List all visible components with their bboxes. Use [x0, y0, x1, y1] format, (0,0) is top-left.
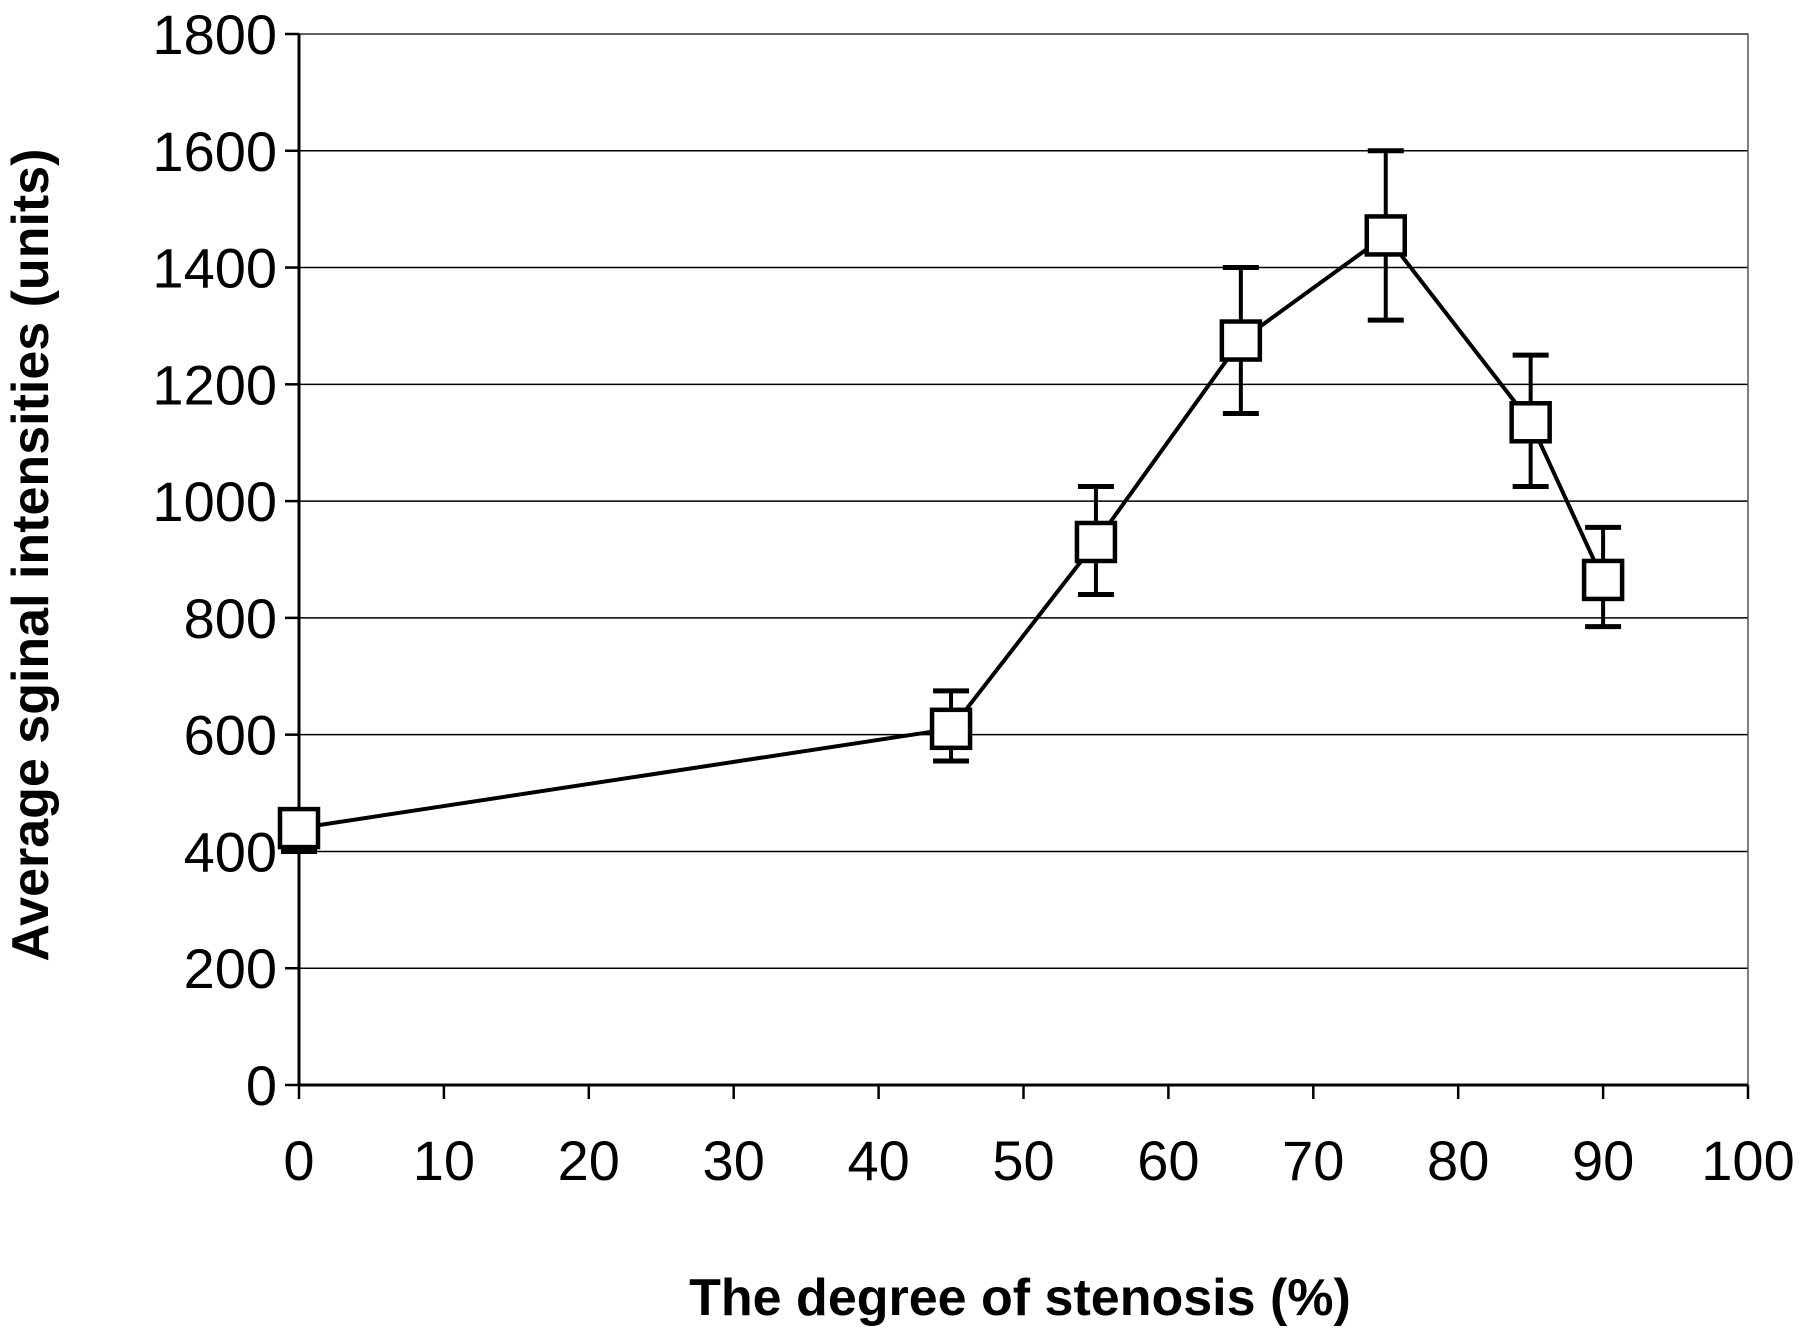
data-point-65: [1219, 319, 1263, 362]
y-tick-label-600: 600: [184, 704, 277, 767]
x-tick-label-10: 10: [413, 1129, 475, 1192]
tick-labels: 0 200 400 600 800 1000 1200 1400 1600 1800 0 10 20 30…: [152, 3, 1794, 1192]
data-point-55: [1074, 520, 1118, 564]
x-tick-label-70: 70: [1282, 1129, 1344, 1192]
data-series: [277, 148, 1625, 854]
y-tick-label-1600: 1600: [152, 120, 277, 183]
y-tick-label-800: 800: [184, 587, 277, 650]
axes: [285, 32, 1750, 1099]
x-tick-label-80: 80: [1427, 1129, 1489, 1192]
y-tick-label-0: 0: [246, 1054, 277, 1117]
y-axis-title: Average sginal intensities (units): [2, 149, 60, 962]
y-tick-label-400: 400: [184, 820, 277, 883]
y-tick-label-1800: 1800: [152, 3, 277, 66]
y-tick-label-1000: 1000: [152, 470, 277, 533]
x-tick-label-100: 100: [1701, 1129, 1794, 1192]
x-tick-label-90: 90: [1572, 1129, 1634, 1192]
data-point-45: [929, 707, 973, 751]
plot-frame: [298, 33, 1749, 1086]
data-point-0: [277, 806, 321, 850]
gridlines: [299, 33, 1748, 969]
data-point-75: [1364, 214, 1407, 257]
data-point-90: [1581, 558, 1625, 602]
data-point-85: [1509, 401, 1552, 444]
y-tick-label-1200: 1200: [152, 353, 277, 416]
y-tick-label-1400: 1400: [152, 237, 277, 300]
x-tick-label-50: 50: [992, 1129, 1054, 1192]
x-tick-label-30: 30: [703, 1129, 765, 1192]
x-tick-label-0: 0: [283, 1129, 314, 1192]
x-tick-label-40: 40: [847, 1129, 909, 1192]
x-axis-title: The degree of stenosis (%): [689, 1269, 1351, 1327]
y-tick-label-200: 200: [184, 937, 277, 1000]
x-tick-label-20: 20: [558, 1129, 620, 1192]
x-tick-label-60: 60: [1137, 1129, 1199, 1192]
